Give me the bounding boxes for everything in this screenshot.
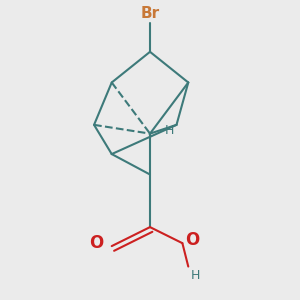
Text: Br: Br [140,6,160,21]
Text: O: O [185,231,200,249]
Text: H: H [191,269,201,283]
Text: H: H [165,124,174,137]
Text: O: O [88,234,103,252]
